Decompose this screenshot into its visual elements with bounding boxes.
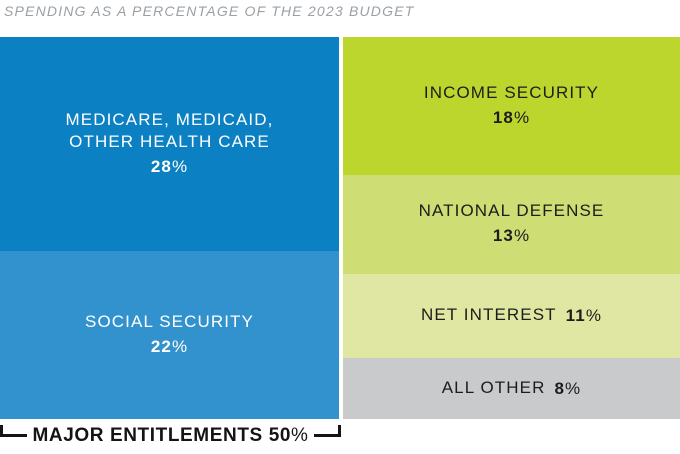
- segment-net-interest-label: NET INTEREST 11%: [421, 303, 602, 328]
- segment-income-security-label: INCOME SECURITY 18%: [424, 82, 599, 130]
- segment-all-other-label: ALL OTHER 8%: [442, 376, 582, 401]
- column-other-spending: INCOME SECURITY 18% NATIONAL DEFENSE 13%…: [343, 37, 680, 419]
- segment-all-other: ALL OTHER 8%: [343, 357, 680, 419]
- segment-name: MEDICARE, MEDICAID, OTHER HEALTH CARE: [65, 109, 274, 152]
- segment-value: 18%: [492, 107, 531, 127]
- segment-name: NATIONAL DEFENSE: [418, 201, 605, 221]
- segment-net-interest: NET INTEREST 11%: [343, 273, 680, 358]
- segment-name: SOCIAL SECURITY: [85, 312, 254, 332]
- segment-name: INCOME SECURITY: [423, 82, 600, 102]
- segment-national-defense: NATIONAL DEFENSE 13%: [343, 174, 680, 274]
- segment-name: NET INTEREST: [420, 305, 557, 325]
- segment-value: 28%: [150, 157, 189, 177]
- segment-social-security-label: SOCIAL SECURITY 22%: [85, 311, 254, 359]
- segment-social-security: SOCIAL SECURITY 22%: [0, 250, 339, 419]
- segment-value: 13%: [492, 226, 531, 246]
- segment-income-security: INCOME SECURITY 18%: [343, 37, 680, 175]
- segment-health-care-label: MEDICARE, MEDICAID, OTHER HEALTH CARE 28…: [44, 109, 296, 180]
- segment-national-defense-label: NATIONAL DEFENSE 13%: [419, 200, 605, 248]
- chart-title: SPENDING AS A PERCENTAGE OF THE 2023 BUD…: [4, 3, 415, 19]
- segment-value: 22%: [150, 336, 189, 356]
- segment-value: 11%: [565, 306, 603, 326]
- segment-value: 8%: [554, 378, 582, 398]
- bracket-line-right: [314, 425, 341, 437]
- bracket-label: MAJOR ENTITLEMENTS 50%: [32, 425, 309, 446]
- segment-health-care: MEDICARE, MEDICAID, OTHER HEALTH CARE 28…: [0, 37, 339, 251]
- treemap: MEDICARE, MEDICAID, OTHER HEALTH CARE 28…: [0, 37, 680, 419]
- bracket-line-left: [0, 425, 27, 437]
- column-major-entitlements: MEDICARE, MEDICAID, OTHER HEALTH CARE 28…: [0, 37, 339, 419]
- segment-name: ALL OTHER: [441, 377, 546, 397]
- major-entitlements-bracket: MAJOR ENTITLEMENTS 50%: [0, 419, 341, 454]
